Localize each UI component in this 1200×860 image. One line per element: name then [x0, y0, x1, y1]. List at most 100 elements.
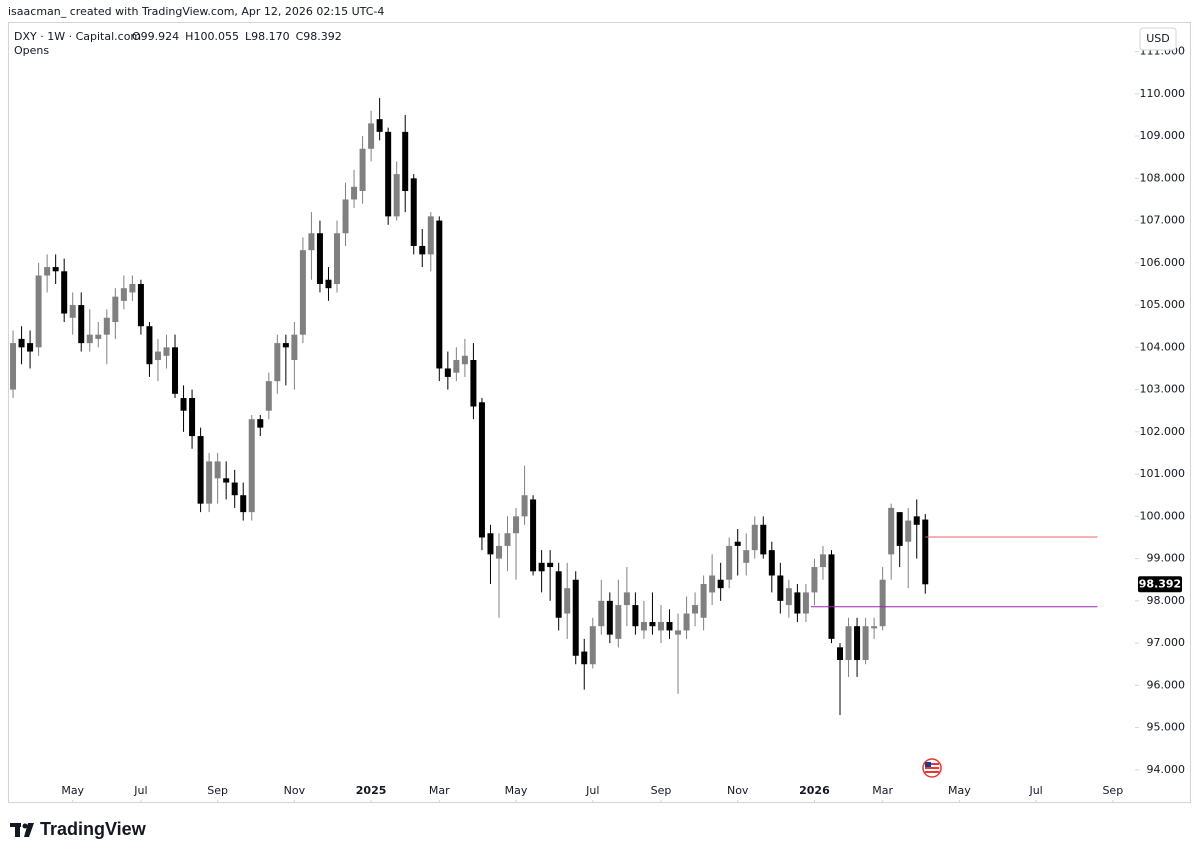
candle-body [478, 402, 485, 538]
candle-body [27, 343, 34, 352]
candle-body [351, 186, 358, 200]
x-tick-label: May [948, 784, 971, 797]
y-tick-label: 103.000 [1140, 383, 1186, 396]
candle-body [589, 626, 596, 665]
candle-body [837, 647, 844, 661]
candle-body [35, 275, 42, 348]
x-tick-label: Jul [133, 784, 147, 797]
candle-body [675, 630, 682, 635]
candle-body [214, 461, 221, 479]
legend-value: 98.170 [251, 30, 290, 43]
candle-body [555, 571, 562, 618]
candle-body [18, 338, 25, 348]
candle-body [726, 545, 733, 580]
legend-label: O [132, 30, 141, 43]
x-tick-label: Mar [429, 784, 450, 797]
candle-body [368, 123, 375, 149]
x-tick-label: Sep [651, 784, 672, 797]
y-tick-label: 110.000 [1140, 87, 1186, 100]
y-tick-label: 105.000 [1140, 298, 1186, 311]
candle-body [640, 621, 647, 631]
candle-body [598, 600, 605, 627]
candle-body [896, 512, 903, 546]
x-tick-label: 2025 [356, 784, 387, 797]
candle-body [248, 419, 255, 513]
footer-brand: TradingView [40, 819, 147, 839]
candle-body [316, 233, 323, 284]
candle-body [291, 334, 298, 361]
x-tick-label: Sep [1102, 784, 1123, 797]
candle-body [325, 279, 332, 289]
y-tick-label: 100.000 [1140, 509, 1186, 522]
candle-body [666, 621, 673, 631]
candle-body [61, 271, 68, 314]
candle-body [760, 524, 767, 555]
candle-body [299, 250, 306, 335]
candle-body [913, 516, 920, 525]
candle-body [86, 334, 93, 344]
candle-body [444, 368, 451, 377]
last-price-label: 98.392 [1139, 577, 1181, 590]
x-tick-label: Nov [727, 784, 749, 797]
candle-body [69, 305, 76, 318]
x-tick-label: May [61, 784, 84, 797]
y-tick-label: 108.000 [1140, 171, 1186, 184]
y-tick-label: 107.000 [1140, 214, 1186, 227]
x-tick-label: Nov [284, 784, 306, 797]
candle-body [717, 579, 724, 589]
candle-body [393, 174, 400, 217]
candle-body [10, 343, 17, 390]
candle-body [461, 355, 468, 365]
chart-frame [8, 22, 1191, 803]
y-tick-label: 109.000 [1140, 129, 1186, 142]
candle-body [615, 605, 622, 639]
candle-body [581, 651, 588, 665]
legend-symbol: DXY · 1W · Capital.com [14, 30, 141, 43]
candle-body [265, 381, 272, 411]
candle-body [811, 567, 818, 593]
y-tick-label: 102.000 [1140, 425, 1186, 438]
candle-body [513, 516, 520, 534]
candle-body [657, 621, 664, 631]
candle-body [120, 288, 127, 301]
legend-value: 99.924 [141, 30, 180, 43]
legend-value: 98.392 [303, 30, 342, 43]
candle-body [487, 533, 494, 555]
candle-body [129, 283, 136, 293]
candle-body [223, 478, 230, 483]
candle-body [402, 131, 409, 192]
candle-body [905, 520, 912, 542]
y-tick-label: 94.000 [1147, 763, 1186, 776]
candle-body [854, 626, 861, 661]
candle-body [547, 562, 554, 568]
candle-body [879, 579, 886, 627]
candle-body [495, 545, 502, 559]
legend-ohlc: O99.924 H100.055 L98.170 C98.392 [132, 30, 342, 43]
candle-body [828, 554, 835, 639]
tradingview-logo [10, 823, 34, 837]
candle-body [768, 550, 775, 576]
candle-body [427, 216, 434, 255]
candle-body [785, 588, 792, 606]
candle-body [623, 592, 630, 606]
candle-body [231, 482, 238, 496]
candle-body [154, 351, 161, 361]
y-tick-label: 96.000 [1147, 678, 1186, 691]
y-tick-label: 98.000 [1147, 594, 1186, 607]
candle-body [734, 541, 741, 546]
candle-body [606, 600, 613, 635]
y-tick-label: 95.000 [1147, 721, 1186, 734]
candle-body [206, 461, 213, 504]
candle-body [871, 626, 878, 629]
candle-body [538, 562, 545, 572]
candle-body [342, 199, 349, 234]
candle-body [862, 626, 869, 661]
candle-body [95, 334, 102, 339]
candle-body [470, 360, 477, 407]
y-tick-label: 101.000 [1140, 467, 1186, 480]
currency-label: USD [1146, 32, 1170, 45]
candle-body [103, 317, 110, 335]
last-price-tag [1138, 576, 1182, 593]
